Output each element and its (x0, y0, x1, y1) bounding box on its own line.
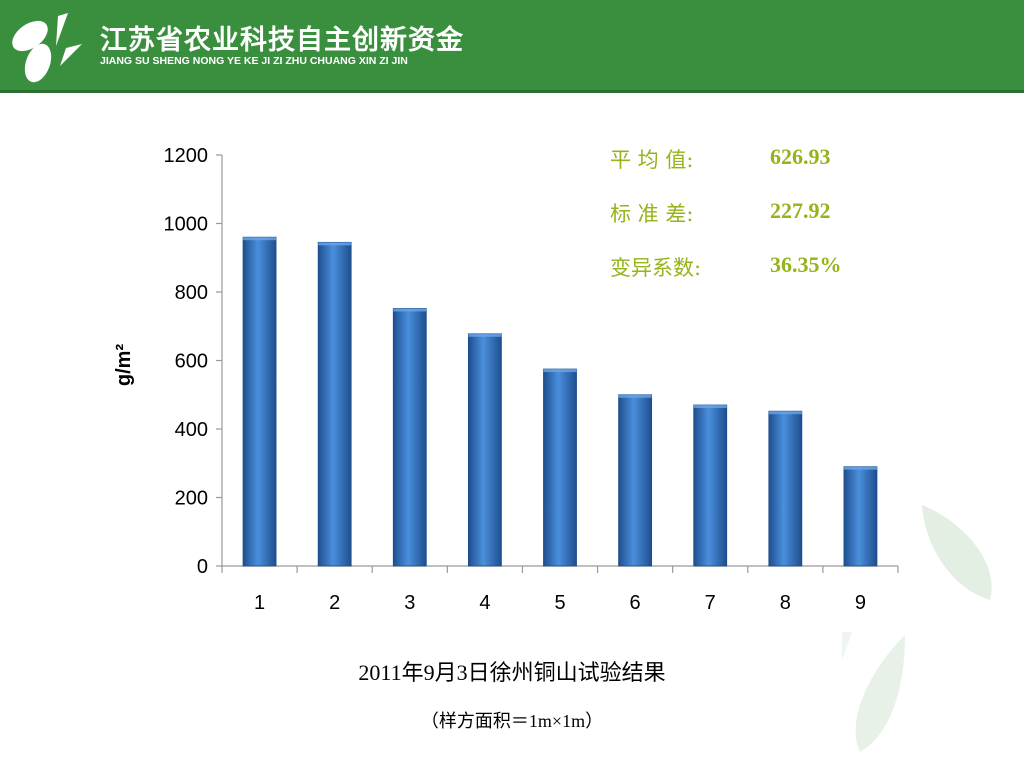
x-tick-label: 3 (404, 592, 415, 614)
caption-title: 2011年9月3日徐州铜山试验结果 (358, 660, 666, 685)
bar (392, 308, 427, 567)
x-tick-label: 5 (554, 592, 565, 614)
header-divider (0, 90, 1024, 93)
header-banner: 江苏省农业科技自主创新资金 JIANG SU SHENG NONG YE KE … (0, 0, 1024, 90)
bar (693, 404, 728, 567)
y-axis-label: g/m² (113, 344, 135, 387)
x-tick-label: 4 (479, 592, 490, 614)
bar-highlight (318, 242, 352, 246)
bar-highlight (693, 405, 727, 409)
bar (843, 466, 878, 567)
std-label: 标 准 差: (610, 202, 694, 226)
caption-subtitle: （样方面积＝1m×1m） (420, 711, 604, 731)
bar-highlight (468, 333, 502, 337)
cv-value: 36.35% (770, 252, 842, 277)
bar (467, 333, 502, 567)
x-tick-label: 8 (780, 592, 791, 614)
y-tick-label: 1200 (164, 145, 209, 167)
bar-highlight (768, 411, 802, 415)
x-tick-label: 2 (329, 592, 340, 614)
leaf-logo-icon (12, 13, 82, 83)
bar-highlight (843, 466, 877, 470)
y-tick-label: 1000 (164, 214, 209, 236)
mean-label: 平 均 值: (610, 148, 694, 172)
std-value: 227.92 (770, 198, 831, 223)
brand-title-cn: 江苏省农业科技自主创新资金 (100, 25, 464, 56)
cv-label: 变异系数: (610, 256, 702, 280)
mean-value: 626.93 (770, 144, 831, 169)
bar-highlight (243, 237, 277, 241)
bar-highlight (618, 394, 652, 398)
x-tick-label: 9 (855, 592, 866, 614)
x-tick-label: 1 (254, 592, 265, 614)
y-tick-label: 600 (175, 351, 208, 373)
bar (317, 241, 352, 567)
x-tick-label: 7 (705, 592, 716, 614)
y-tick-label: 800 (175, 282, 208, 304)
y-tick-label: 400 (175, 419, 208, 441)
x-tick-label: 6 (630, 592, 641, 614)
bar-highlight (393, 308, 427, 312)
bar (543, 368, 577, 567)
y-tick-label: 0 (197, 556, 208, 578)
bar-highlight (543, 369, 577, 373)
bar (768, 410, 803, 567)
bar (242, 236, 277, 567)
brand-title-en: JIANG SU SHENG NONG YE KE JI ZI ZHU CHUA… (100, 55, 408, 67)
bar (618, 394, 653, 567)
y-tick-label: 200 (175, 488, 208, 510)
